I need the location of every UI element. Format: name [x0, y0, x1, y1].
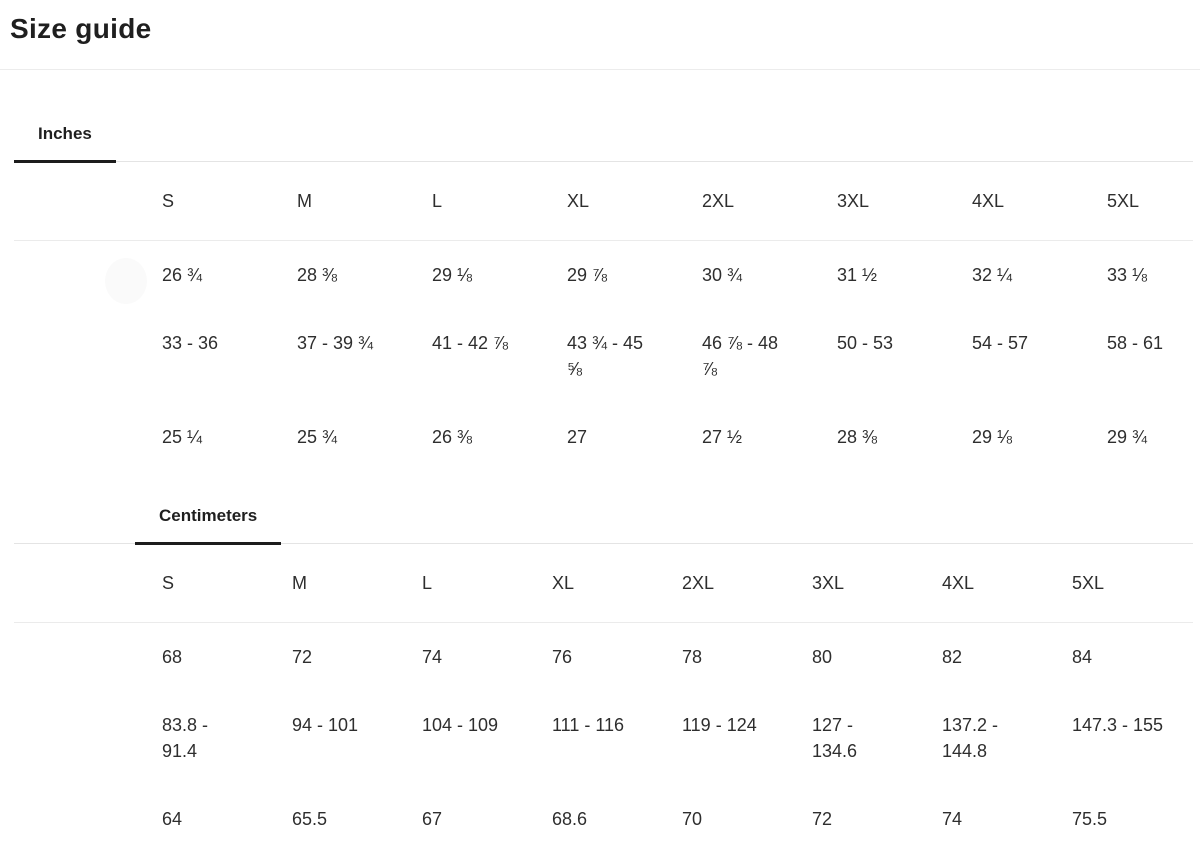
size-cell: 37 - 39 ¾: [297, 333, 374, 353]
page-header: Size guide: [0, 0, 1200, 70]
size-col-header: 5XL: [1106, 162, 1193, 241]
size-cell: 30 ¾: [702, 265, 743, 285]
size-cell: 68.6: [552, 809, 588, 829]
size-cell: 25 ¼: [162, 427, 203, 447]
size-cell: 72: [292, 647, 313, 667]
size-cell: 74: [422, 647, 443, 667]
size-cell: 84: [1072, 647, 1093, 667]
size-cell: 28 ⅜: [297, 265, 338, 285]
unit-tabbar-inches: Inches: [14, 122, 1193, 163]
size-col-header: S: [161, 544, 291, 623]
table-header-row: S M L XL 2XL 3XL 4XL 5XL: [14, 544, 1193, 623]
page-title: Size guide: [10, 13, 152, 44]
size-cell: 29 ⅛: [972, 427, 1013, 447]
section-centimeters: Centimeters S M L XL 2XL 3XL 4XL 5XL: [14, 504, 1193, 853]
size-cell: 25 ¾: [297, 427, 338, 447]
size-col-header: XL: [566, 162, 701, 241]
row-label-header: [14, 162, 161, 241]
size-cell: 29 ⅛: [432, 265, 473, 285]
table-row: 64 65.5 67 68.6 70 72 74 75.5: [14, 785, 1193, 853]
size-cell: 58 - 61: [1107, 333, 1164, 353]
table-row: 26 ¾ 28 ⅜ 29 ⅛ 29 ⅞ 30 ¾ 31 ½ 32 ¼ 33 ⅛: [14, 241, 1193, 310]
size-cell: 68: [162, 647, 183, 667]
row-label-cell: [14, 403, 161, 471]
size-cell: 32 ¼: [972, 265, 1013, 285]
section-inches: Inches S M L XL 2XL 3XL 4XL 5XL: [14, 122, 1193, 471]
table-row: 33 - 36 37 - 39 ¾ 41 - 42 ⅞ 43 ¾ - 45 ⅝ …: [14, 309, 1193, 403]
size-cell: 147.3 - 155: [1072, 715, 1164, 735]
size-cell: 41 - 42 ⅞: [432, 333, 509, 353]
size-col-header: 4XL: [971, 162, 1106, 241]
size-cell: 33 ⅛: [1107, 265, 1148, 285]
size-cell: 26 ¾: [162, 265, 203, 285]
size-cell: 54 - 57: [972, 333, 1029, 353]
size-cell: 46 ⅞ - 48 ⅞: [702, 333, 779, 379]
size-cell: 67: [422, 809, 443, 829]
size-cell: 31 ½: [837, 265, 878, 285]
size-table-inches: S M L XL 2XL 3XL 4XL 5XL 26 ¾ 28 ⅜ 29 ⅛ …: [14, 162, 1193, 471]
size-cell: 27: [567, 427, 588, 447]
size-cell: 104 - 109: [422, 715, 499, 735]
size-cell: 75.5: [1072, 809, 1108, 829]
size-cell: 83.8 - 91.4: [162, 715, 209, 761]
size-col-header: XL: [551, 544, 681, 623]
size-cell: 137.2 - 144.8: [942, 715, 999, 761]
size-col-header: 4XL: [941, 544, 1071, 623]
size-cell: 94 - 101: [292, 715, 359, 735]
table-row: 25 ¼ 25 ¾ 26 ⅜ 27 27 ½ 28 ⅜ 29 ⅛ 29 ¾: [14, 403, 1193, 471]
size-col-header: 3XL: [836, 162, 971, 241]
size-cell: 80: [812, 647, 833, 667]
tab-centimeters[interactable]: Centimeters: [135, 504, 282, 545]
row-label-cell: [14, 785, 161, 853]
size-cell: 70: [682, 809, 703, 829]
row-label-cell: [14, 623, 161, 692]
size-cell: 65.5: [292, 809, 328, 829]
size-table-centimeters: S M L XL 2XL 3XL 4XL 5XL 68 72 74 76 78 …: [14, 544, 1193, 853]
size-cell: 29 ¾: [1107, 427, 1148, 447]
size-cell: 64: [162, 809, 183, 829]
size-cell: 50 - 53: [837, 333, 894, 353]
size-col-header: S: [161, 162, 296, 241]
size-col-header: M: [291, 544, 421, 623]
size-cell: 43 ¾ - 45 ⅝: [567, 333, 644, 379]
size-col-header: M: [296, 162, 431, 241]
size-cell: 82: [942, 647, 963, 667]
row-label-header: [14, 544, 161, 623]
image-placeholder: [105, 258, 147, 304]
size-col-header: L: [431, 162, 566, 241]
size-col-header: 2XL: [681, 544, 811, 623]
tab-inches[interactable]: Inches: [14, 122, 116, 163]
size-cell: 27 ½: [702, 427, 743, 447]
size-col-header: L: [421, 544, 551, 623]
size-cell: 78: [682, 647, 703, 667]
size-col-header: 2XL: [701, 162, 836, 241]
size-cell: 72: [812, 809, 833, 829]
size-cell: 29 ⅞: [567, 265, 608, 285]
size-cell: 28 ⅜: [837, 427, 878, 447]
size-cell: 26 ⅜: [432, 427, 473, 447]
size-cell: 127 - 134.6: [812, 715, 858, 761]
unit-tabbar-centimeters: Centimeters: [14, 504, 1193, 545]
size-col-header: 5XL: [1071, 544, 1193, 623]
table-header-row: S M L XL 2XL 3XL 4XL 5XL: [14, 162, 1193, 241]
size-cell: 111 - 116: [552, 715, 625, 735]
size-cell: 33 - 36: [162, 333, 219, 353]
row-label-cell: [14, 309, 161, 403]
table-row: 68 72 74 76 78 80 82 84: [14, 623, 1193, 692]
size-cell: 76: [552, 647, 573, 667]
table-row: 83.8 - 91.4 94 - 101 104 - 109 111 - 116…: [14, 691, 1193, 785]
size-col-header: 3XL: [811, 544, 941, 623]
size-cell: 74: [942, 809, 963, 829]
size-cell: 119 - 124: [682, 715, 757, 735]
row-label-cell: [14, 691, 161, 785]
